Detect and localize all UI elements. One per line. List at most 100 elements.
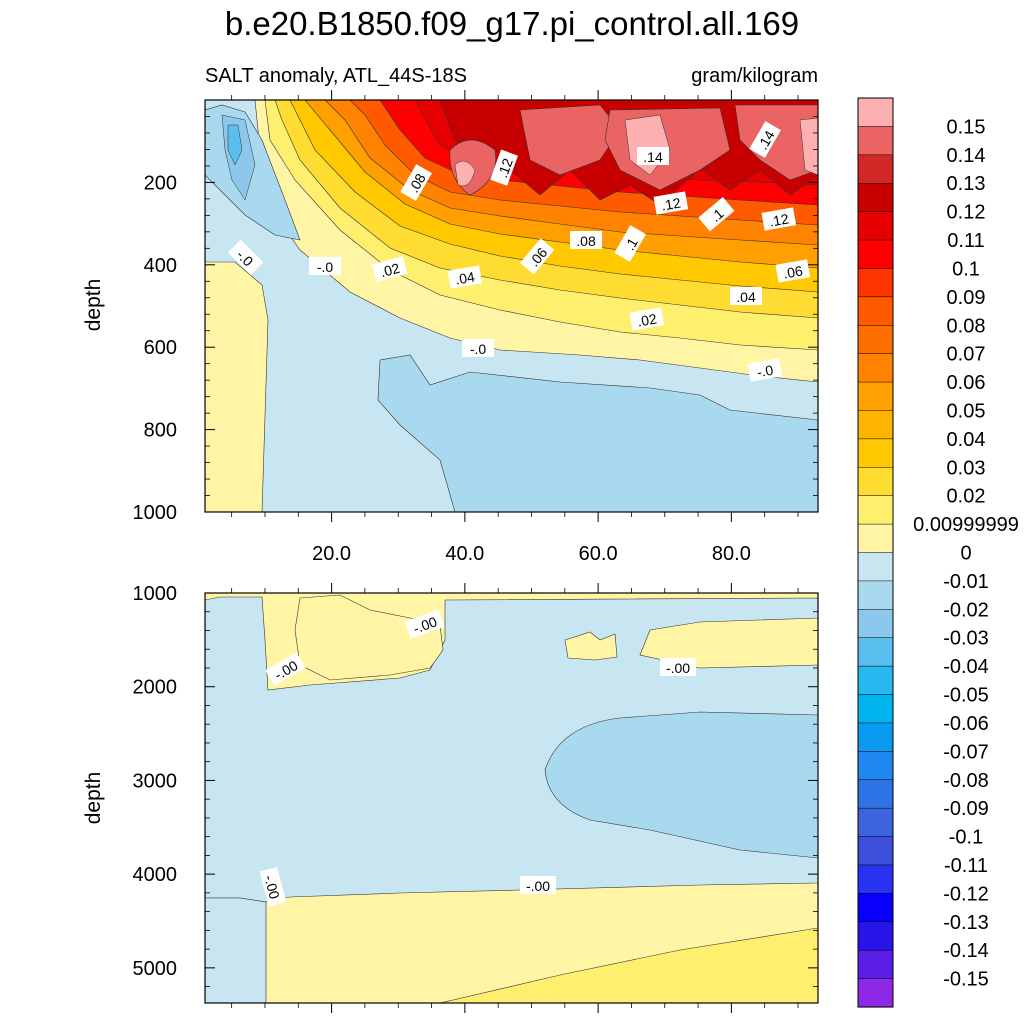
colorbar-label: -0.04 [943, 656, 989, 678]
lower-y-tick-label: 1000 [133, 583, 178, 605]
svg-text:.12: .12 [494, 156, 516, 180]
contour-label: -.0 [462, 339, 494, 357]
colorbar-label: 0.07 [947, 344, 986, 366]
colorbar-label: -0.09 [943, 798, 989, 820]
chart-subtitle-right: gram/kilogram [691, 65, 818, 87]
contour-label: -.00 [404, 609, 445, 639]
colorbar-swatch [857, 978, 894, 1008]
colorbar: 0.15 0.14 0.13 0.12 0.11 0.1 0.09 0.08 0.07 0.06 0… [857, 97, 1019, 1008]
colorbar-frame [857, 97, 894, 1008]
svg-text:-.00: -.00 [526, 878, 550, 894]
colorbar-label: 0.13 [947, 173, 986, 195]
svg-text:.02: .02 [636, 310, 658, 329]
colorbar-swatch [857, 296, 894, 326]
colorbar-swatch [857, 779, 894, 809]
colorbar-label: -0.02 [943, 599, 989, 621]
colorbar-label: 0.11 [947, 230, 984, 252]
x-tick-label: 20.0 [312, 543, 351, 565]
lower-y-tick-label: 3000 [133, 770, 178, 792]
contour-label: .04 [730, 287, 762, 305]
upper-salty-patch-b [519, 104, 621, 176]
chart-title: b.e20.B1850.f09_g17.pi_control.all.169 [225, 5, 799, 42]
lower-y-tick-label: 4000 [133, 864, 178, 886]
contour-label: .14 [637, 147, 669, 165]
colorbar-label: 0.09 [947, 287, 986, 309]
lower-panel-frame [204, 592, 819, 1004]
colorbar-label: -0.08 [943, 770, 989, 792]
colorbar-label: -0.01 [943, 571, 989, 593]
x-tick-label: 40.0 [445, 543, 484, 565]
upper-contour-labels: .08.12.14.14.12.1.12-.0 -.0.02.04.06.08.1… [228, 121, 811, 382]
colorbar-swatch [857, 239, 894, 269]
lower-y-tick-label: 5000 [133, 958, 178, 980]
upper-pink-patch-a [454, 160, 476, 187]
colorbar-label: -0.06 [943, 713, 989, 735]
svg-text:.14: .14 [643, 149, 663, 165]
svg-text:-.00: -.00 [411, 613, 439, 636]
svg-text:.06: .06 [782, 262, 804, 281]
colorbar-label: 0.00999999 [913, 514, 1019, 536]
colorbar-label: -0.11 [944, 855, 988, 877]
svg-text:-.0: -.0 [470, 341, 487, 357]
colorbar-label: 0.05 [947, 400, 986, 422]
upper-pink-patch-c [799, 117, 818, 176]
colorbar-swatch [857, 126, 894, 156]
lower-y-axis-label: depth [82, 772, 105, 825]
svg-text:.08: .08 [576, 233, 596, 249]
colorbar-swatch [857, 325, 894, 355]
upper-y-tick-label: 1000 [133, 502, 178, 524]
colorbar-label: -0.13 [943, 912, 989, 934]
colorbar-swatch [857, 438, 894, 468]
contour-label: .04 [447, 265, 483, 289]
colorbar-label: -0.1 [949, 827, 983, 849]
colorbar-swatch [857, 694, 894, 724]
lower-deep-blue-lens [544, 711, 818, 859]
contour-label: .02 [629, 307, 665, 331]
colorbar-label: 0.02 [947, 486, 986, 508]
colorbar-label: -0.12 [943, 883, 989, 905]
colorbar-label: -0.05 [943, 685, 989, 707]
upper-salty-patch-d [734, 104, 818, 181]
colorbar-swatch [857, 864, 894, 894]
svg-text:-.0: -.0 [317, 259, 334, 275]
lower-yellow-small-patch [564, 631, 618, 661]
upper-y-tick-label: 800 [144, 420, 177, 442]
colorbar-swatch [857, 609, 894, 639]
lower-left-blue-column [205, 897, 267, 1003]
upper-y-axis-label: depth [82, 279, 105, 332]
colorbar-swatch [857, 949, 894, 980]
svg-text:.04: .04 [454, 268, 476, 287]
lower-deep-yellow-wedge [439, 927, 818, 1003]
upper-fresh-core-3 [227, 124, 243, 166]
upper-panel-frame [204, 99, 819, 513]
colorbar-label: -0.07 [943, 741, 989, 763]
contour-label: .1 [614, 225, 646, 262]
colorbar-swatch [857, 921, 894, 951]
colorbar-swatch [857, 665, 894, 696]
svg-text:-.0: -.0 [756, 362, 775, 381]
colorbar-label: 0.04 [947, 429, 986, 451]
colorbar-label: 0.03 [947, 457, 986, 479]
upper-y-tick-label: 400 [144, 255, 177, 277]
colorbar-swatch [857, 353, 894, 383]
colorbar-swatch [857, 751, 894, 781]
contour-label: .02 [371, 256, 408, 282]
colorbar-label: 0.1 [952, 258, 980, 280]
axes-group: 200 400 600 800 1000 20.0 40.0 60.0 80.0 1000 2000… [133, 90, 818, 1013]
colorbar-swatch [857, 722, 894, 752]
upper-y-tick-label: 200 [144, 172, 177, 194]
contour-label: -.0 [309, 257, 341, 275]
colorbar-label: 0.12 [947, 202, 986, 224]
x-tick-label: 60.0 [579, 543, 618, 565]
colorbar-label: 0.14 [947, 145, 986, 167]
contour-label: -.0 [747, 358, 783, 382]
contour-label: .08 [570, 231, 602, 249]
colorbar-label: -0.15 [943, 969, 989, 991]
colorbar-label: 0.08 [947, 315, 986, 337]
colorbar-swatch [857, 182, 894, 213]
colorbar-swatch [857, 268, 894, 298]
chart-subtitle-left: SALT anomaly, ATL_44S-18S [205, 65, 467, 87]
contour-label: .12 [761, 207, 797, 231]
svg-text:.02: .02 [379, 260, 402, 281]
